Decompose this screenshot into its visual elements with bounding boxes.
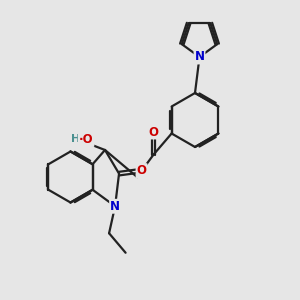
Text: O: O [136, 164, 146, 177]
Text: ·O: ·O [79, 133, 93, 146]
Text: O: O [148, 125, 159, 139]
Text: H: H [71, 134, 80, 145]
Text: N: N [194, 50, 205, 64]
Text: N: N [110, 200, 120, 213]
